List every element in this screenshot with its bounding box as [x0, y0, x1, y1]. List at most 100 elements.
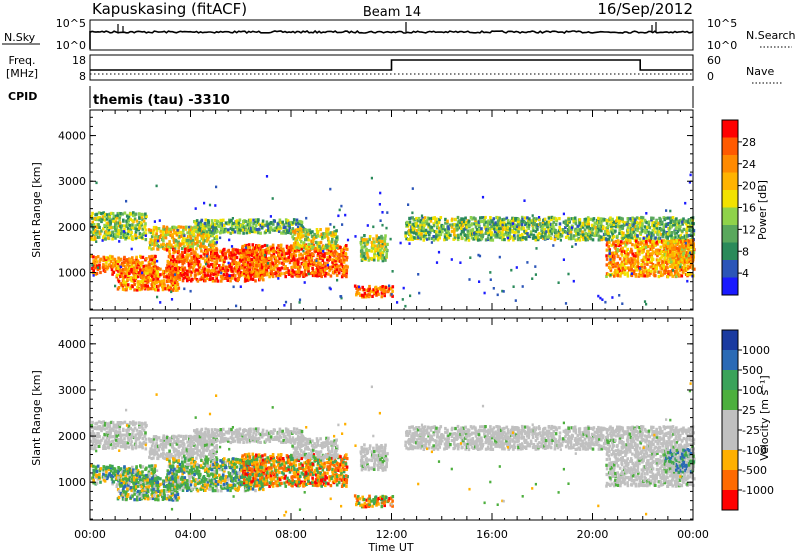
- velocity-cell: [122, 473, 125, 476]
- power-cell: [91, 212, 94, 215]
- velocity-cell: [98, 473, 101, 476]
- power-cell: [523, 227, 526, 230]
- power-cell: [104, 238, 107, 241]
- power-cell: [108, 231, 111, 234]
- power-cell: [597, 295, 599, 298]
- power-cell: [428, 223, 431, 226]
- power-cell: [435, 230, 438, 233]
- power-cell: [453, 233, 456, 236]
- power-cell: [620, 240, 623, 243]
- power-cell: [299, 265, 302, 268]
- power-cell: [162, 270, 165, 273]
- power-cell: [308, 238, 311, 241]
- power-cell: [647, 269, 650, 272]
- power-cell: [637, 260, 640, 263]
- power-cell: [614, 230, 617, 233]
- power-cell: [204, 222, 207, 225]
- power-cell: [135, 269, 138, 272]
- power-cell: [117, 229, 120, 232]
- power-cell: [649, 226, 652, 229]
- power-cell: [602, 225, 605, 228]
- power-cell: [629, 224, 632, 227]
- power-cell: [517, 230, 520, 233]
- power-cell: [563, 213, 565, 216]
- power-cell: [570, 230, 573, 233]
- power-cell: [592, 238, 595, 241]
- power-cell: [298, 268, 301, 271]
- power-cell: [277, 260, 280, 263]
- power-cell: [266, 221, 269, 224]
- power-cell: [400, 242, 402, 245]
- power-cell: [634, 273, 637, 276]
- power-cell: [565, 220, 568, 223]
- power-cell: [168, 250, 171, 253]
- power-cell: [545, 230, 547, 233]
- power-cell: [539, 222, 542, 225]
- power-cell: [95, 182, 97, 185]
- power-cell: [93, 274, 95, 277]
- colorbar-segment: [722, 208, 738, 226]
- power-cell: [532, 227, 535, 230]
- power-cell: [194, 273, 197, 276]
- power-cell: [131, 235, 134, 238]
- power-cell: [135, 256, 138, 259]
- colorbar-segment: [722, 278, 738, 296]
- power-cell: [146, 272, 149, 275]
- power-cell: [598, 229, 600, 232]
- power-cell: [585, 232, 588, 235]
- power-cell: [404, 305, 406, 308]
- power-cell: [643, 274, 646, 277]
- power-cell: [345, 275, 348, 278]
- power-cell: [606, 258, 609, 261]
- power-cell: [317, 234, 320, 237]
- power-cell: [255, 264, 258, 267]
- power-cell: [640, 263, 643, 266]
- power-cell: [315, 241, 318, 244]
- power-cell: [621, 247, 624, 250]
- power-cell: [180, 274, 183, 277]
- power-cell: [272, 244, 275, 247]
- power-cell: [544, 218, 547, 221]
- power-cell: [538, 216, 540, 219]
- power-cell: [216, 254, 219, 257]
- velocity-cell: [123, 465, 126, 468]
- power-cell: [299, 301, 301, 304]
- power-cell: [279, 219, 282, 222]
- power-cell: [409, 221, 412, 224]
- colorbar-segment: [722, 138, 738, 156]
- power-cell: [190, 256, 193, 259]
- power-cell: [99, 271, 102, 274]
- power-cell: [214, 204, 216, 207]
- power-cell: [381, 211, 383, 214]
- power-cell: [573, 280, 575, 283]
- power-cell: [261, 245, 264, 248]
- power-cell: [270, 257, 273, 260]
- power-cell: [424, 216, 427, 219]
- power-cell: [222, 267, 225, 270]
- power-cell: [317, 230, 320, 233]
- power-cell: [232, 217, 234, 220]
- power-cell: [677, 249, 680, 252]
- power-cell: [618, 294, 620, 297]
- power-cell: [614, 262, 617, 265]
- power-cell: [541, 234, 544, 237]
- power-cell: [363, 234, 366, 237]
- velocity-cell: [100, 467, 103, 470]
- power-cell: [627, 274, 630, 277]
- power-cell: [558, 281, 560, 284]
- power-cell: [120, 258, 123, 261]
- power-cell: [435, 218, 438, 221]
- power-cell: [182, 255, 185, 258]
- power-cell: [645, 240, 648, 243]
- velocity-cell: [114, 467, 117, 470]
- power-cell: [588, 232, 591, 235]
- power-cell: [116, 274, 119, 277]
- power-cell: [681, 236, 684, 239]
- power-cell: [442, 225, 445, 228]
- power-cell: [559, 222, 562, 225]
- power-cell: [538, 232, 541, 235]
- power-cell: [482, 234, 485, 237]
- power-cell: [228, 262, 230, 265]
- power-cell: [456, 223, 459, 226]
- power-cell: [365, 248, 368, 251]
